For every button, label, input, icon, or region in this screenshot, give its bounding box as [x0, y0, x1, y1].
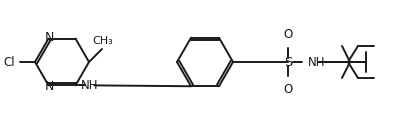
Text: S: S: [284, 56, 292, 68]
Text: NH: NH: [308, 56, 326, 68]
Text: Cl: Cl: [3, 56, 15, 68]
Text: CH₃: CH₃: [93, 36, 113, 46]
Text: O: O: [283, 83, 293, 96]
Text: N: N: [45, 31, 54, 44]
Text: N: N: [45, 80, 54, 93]
Text: NH: NH: [81, 79, 98, 92]
Text: O: O: [283, 28, 293, 41]
